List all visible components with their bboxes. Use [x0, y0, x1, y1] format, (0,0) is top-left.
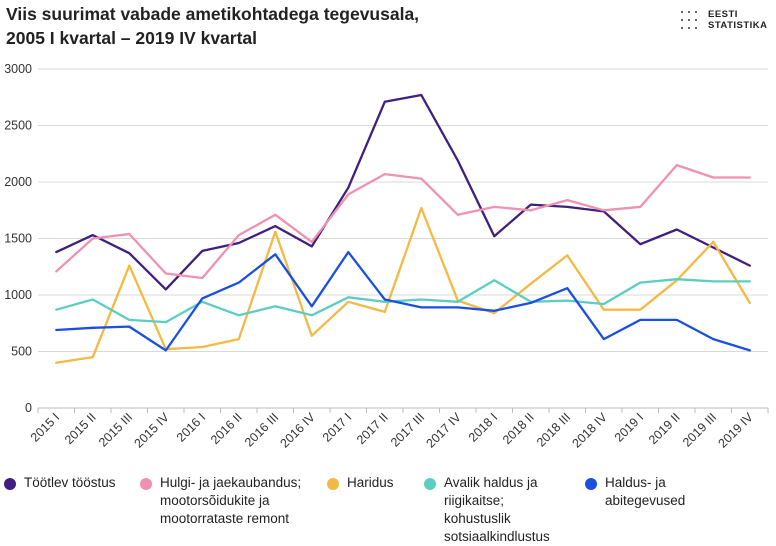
y-tick-label: 500 — [11, 345, 32, 359]
y-tick-label: 2500 — [4, 119, 32, 133]
x-tick-label: 2019 II — [646, 410, 683, 447]
statistics-logo: EESTI STATISTIKA — [680, 9, 772, 33]
legend-label: Haridus — [347, 475, 394, 490]
x-tick-label: 2016 IV — [277, 410, 318, 451]
y-tick-label: 2000 — [4, 175, 32, 189]
x-tick-label: 2018 I — [466, 410, 500, 444]
x-tick-label: 2017 IV — [423, 410, 464, 451]
legend-marker — [4, 478, 16, 490]
legend-label: Avalik haldus ja riigikaitse; kohustusli… — [444, 475, 550, 544]
x-tick-label: 2018 III — [534, 410, 573, 449]
legend-label: Töötlev tööstus — [24, 475, 116, 490]
legend-marker — [327, 478, 339, 490]
x-tick-label: 2015 III — [96, 410, 135, 449]
series-line-2 — [55, 206, 751, 364]
y-tick-label: 1500 — [4, 232, 32, 246]
logo-line2: STATISTIKA — [708, 20, 768, 31]
x-tick-label: 2015 IV — [131, 410, 172, 451]
series-line-3 — [55, 278, 751, 324]
series-line-1 — [55, 163, 751, 280]
x-tick-label: 2018 II — [500, 410, 537, 447]
x-tick-label: 2019 IV — [715, 410, 756, 451]
chart-legend: Töötlev tööstus Hulgi- ja jaekaubandus; m… — [0, 474, 776, 544]
legend-label: Haldus- ja abitegevused — [605, 475, 686, 508]
x-tick-label: 2015 I — [28, 410, 62, 444]
x-tick-label: 2016 II — [208, 410, 245, 447]
series-line-0 — [55, 93, 751, 291]
x-tick-label: 2016 I — [174, 410, 208, 444]
legend-marker — [585, 478, 597, 490]
x-tick-label: 2018 IV — [569, 410, 610, 451]
logo-text: EESTI STATISTIKA — [708, 9, 768, 31]
x-tick-label: 2019 I — [612, 410, 646, 444]
chart-title: Viis suurimat vabade ametikohtadega tege… — [6, 2, 566, 50]
x-tick-label: 2017 II — [354, 410, 391, 447]
x-tick-label: 2017 III — [388, 410, 427, 449]
y-tick-label: 0 — [25, 401, 32, 415]
logo-line1: EESTI — [708, 9, 738, 20]
legend-label: Hulgi- ja jaekaubandus; mootorsõidukite … — [160, 475, 302, 526]
logo-dots-icon — [681, 11, 697, 29]
x-tick-label: 2019 III — [680, 410, 719, 449]
chart-title-line2: 2005 I kvartal – 2019 IV kvartal — [6, 28, 258, 48]
legend-marker — [424, 478, 436, 490]
x-tick-label: 2017 I — [320, 410, 354, 444]
y-tick-label: 3000 — [4, 62, 32, 76]
series-line-4 — [55, 250, 751, 352]
x-tick-label: 2015 II — [62, 410, 99, 447]
y-tick-label: 1000 — [4, 288, 32, 302]
x-tick-label: 2016 III — [242, 410, 281, 449]
chart-title-line1: Viis suurimat vabade ametikohtadega tege… — [6, 4, 420, 24]
legend-marker — [140, 478, 152, 490]
